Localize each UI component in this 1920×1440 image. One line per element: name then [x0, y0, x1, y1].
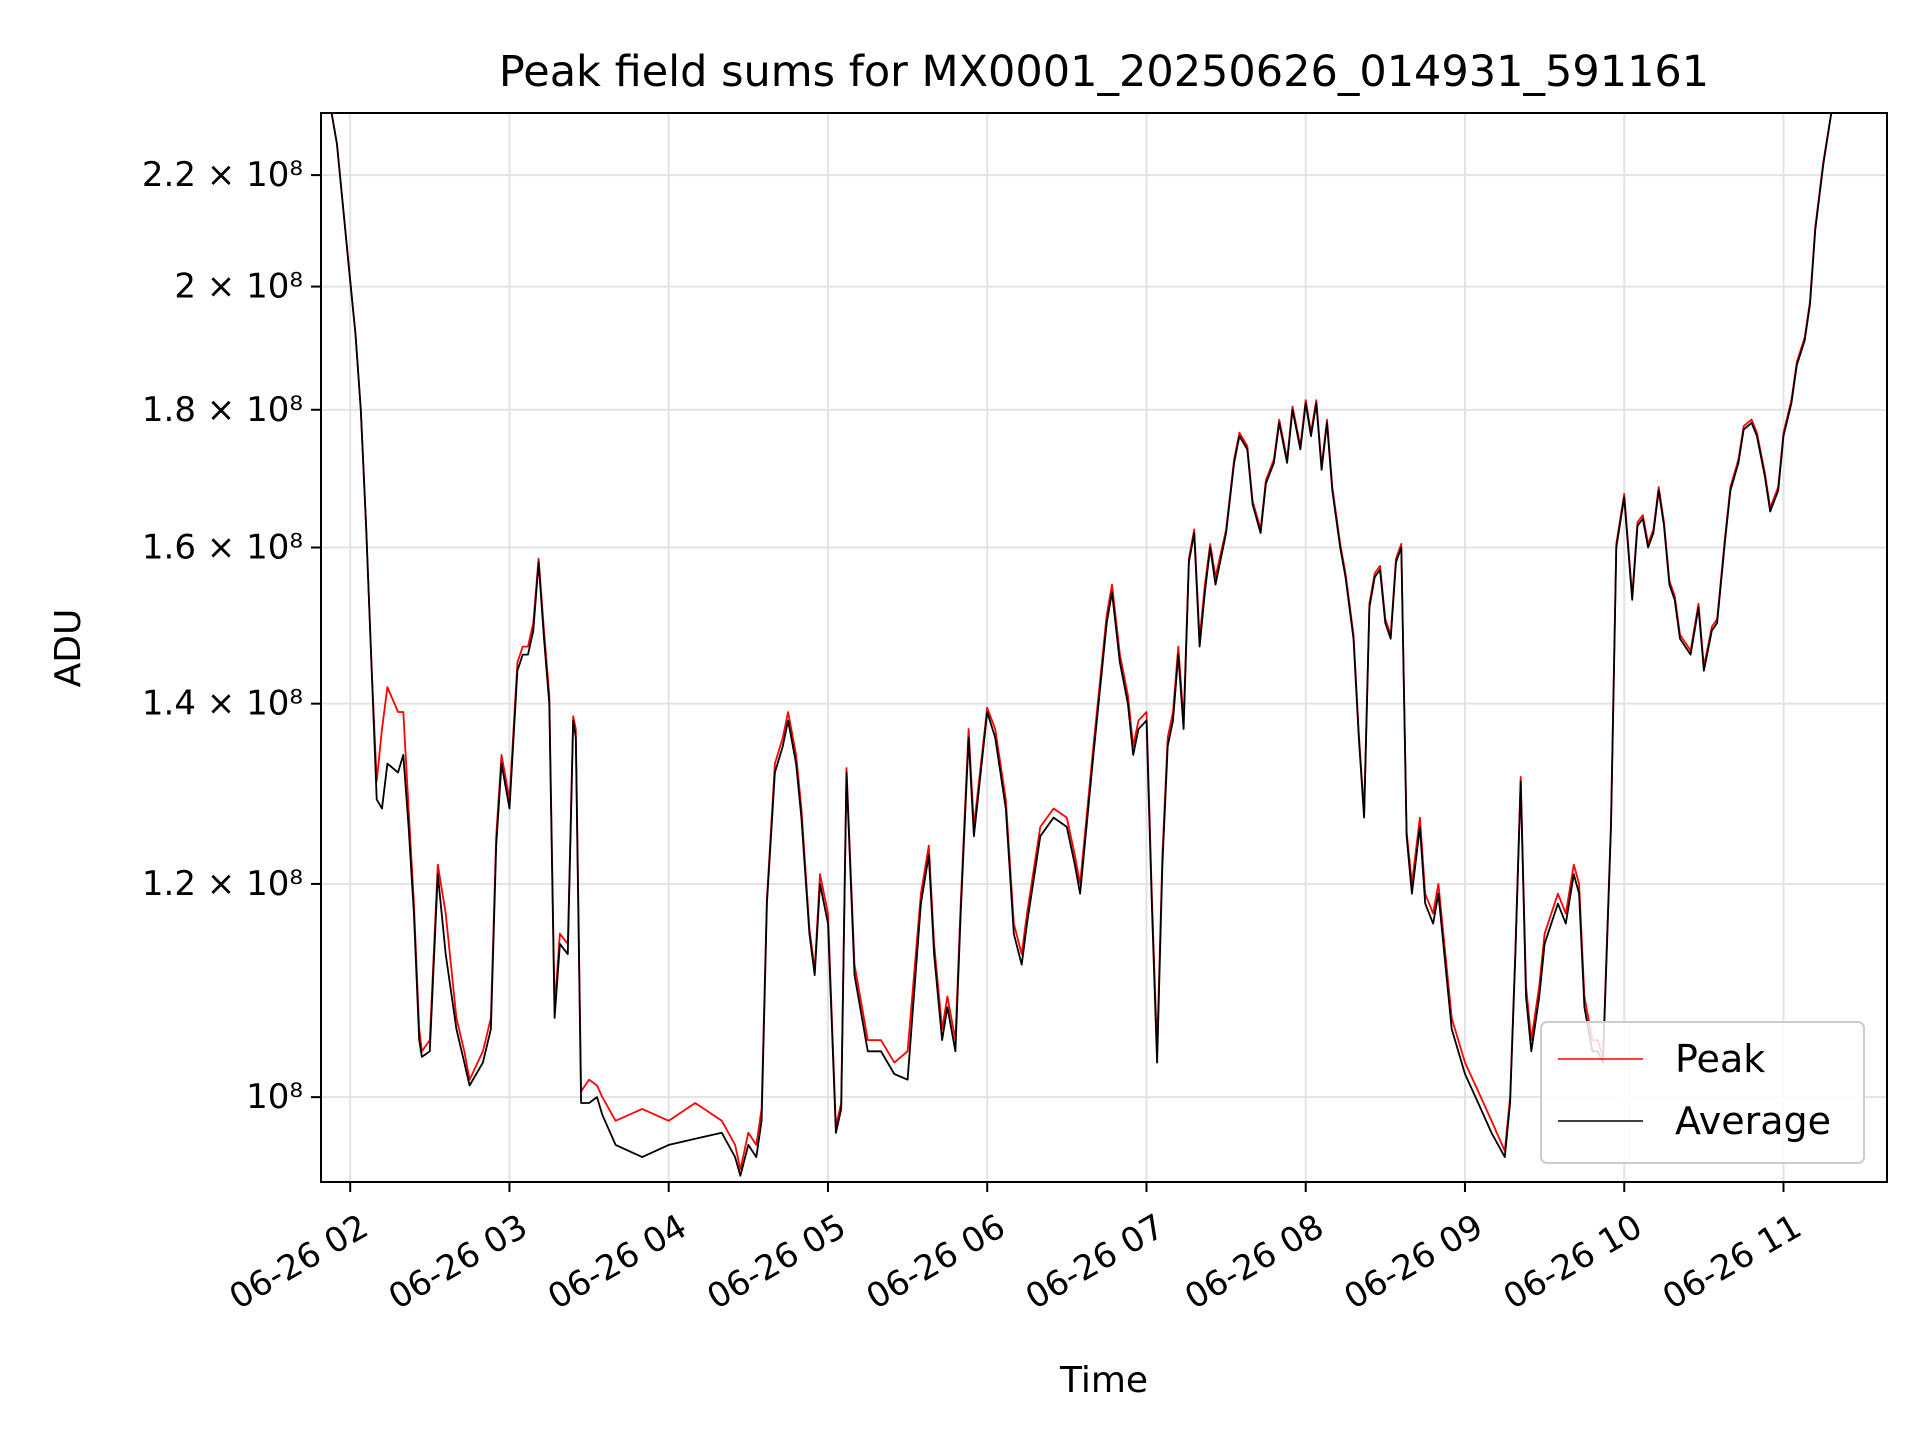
y-axis-ticks: 10⁸ 1.2 × 10⁸ 1.4 × 10⁸ 1.6 × 10⁸ 1.8 × 10⁸ 2…: [142, 155, 321, 1117]
y-tick-label: 2.2 × 10⁸: [142, 155, 303, 195]
plot-frame: [320, 112, 1888, 1183]
x-axis-label: Time: [1059, 1360, 1148, 1401]
y-tick-label: 1.4 × 10⁸: [142, 684, 303, 724]
legend-peak-label: Peak: [1675, 1037, 1765, 1081]
y-tick-label: 1.8 × 10⁸: [142, 390, 303, 430]
series-group: [321, 113, 1833, 1177]
legend-average-label: Average: [1675, 1099, 1831, 1143]
y-tick-label: 2 × 10⁸: [174, 267, 303, 307]
y-axis-label: ADU: [48, 609, 89, 688]
legend-box: [1540, 1021, 1865, 1164]
series-line-average: [321, 113, 1833, 1177]
y-tick-label: 1.2 × 10⁸: [142, 864, 303, 904]
legend: Peak Average: [1540, 1021, 1865, 1164]
grid: [321, 113, 1887, 1182]
chart-title: Peak field sums for MX0001_20250626_0149…: [499, 47, 1709, 97]
y-tick-label: 1.6 × 10⁸: [142, 528, 303, 568]
y-tick-label: 10⁸: [246, 1077, 303, 1117]
